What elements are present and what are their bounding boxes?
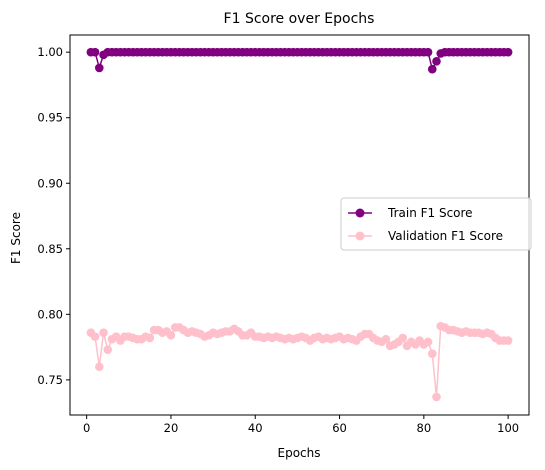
- x-tick-label: 0: [83, 421, 90, 435]
- data-point-validation: [166, 331, 176, 340]
- legend: Train F1 Score Validation F1 Score: [340, 197, 532, 251]
- y-tick-label: 0.75: [37, 373, 63, 387]
- x-axis-label: Epochs: [278, 446, 321, 460]
- data-point-validation: [94, 362, 104, 372]
- legend-marker-validation: [355, 231, 365, 241]
- data-point-validation: [103, 345, 113, 355]
- data-point-validation: [427, 349, 437, 358]
- data-point-train: [90, 47, 100, 57]
- x-tick-label: 80: [417, 421, 432, 435]
- data-point-train: [432, 57, 441, 66]
- y-tick-label: 0.95: [37, 111, 63, 125]
- y-tick-label: 0.90: [37, 176, 63, 190]
- plot-area: [86, 47, 513, 402]
- data-point-train: [423, 47, 433, 57]
- data-point-validation: [99, 328, 108, 337]
- x-tick-label: 20: [164, 421, 179, 435]
- data-point-validation: [381, 334, 391, 344]
- y-tick-label: 1.00: [37, 45, 63, 59]
- x-tick-label: 40: [248, 421, 263, 435]
- legend-label-train: Train F1 Score: [387, 206, 473, 220]
- y-axis-label: F1 Score: [9, 212, 23, 264]
- x-tick-label: 60: [332, 421, 347, 435]
- data-point-validation: [145, 333, 155, 343]
- chart-title: F1 Score over Epochs: [224, 11, 375, 27]
- data-point-validation: [398, 333, 408, 343]
- data-point-train: [427, 64, 437, 74]
- x-tick-label: 100: [497, 421, 519, 435]
- legend-marker-train: [355, 208, 365, 218]
- y-tick-label: 0.85: [37, 242, 63, 256]
- data-point-train: [94, 63, 104, 73]
- data-point-validation: [503, 336, 513, 345]
- data-point-train: [503, 47, 513, 57]
- data-point-validation: [432, 392, 441, 402]
- legend-box: [340, 197, 532, 251]
- data-point-validation: [90, 332, 100, 341]
- data-point-validation: [423, 337, 433, 347]
- legend-label-validation: Validation F1 Score: [388, 229, 503, 243]
- y-tick-label: 0.80: [37, 307, 63, 321]
